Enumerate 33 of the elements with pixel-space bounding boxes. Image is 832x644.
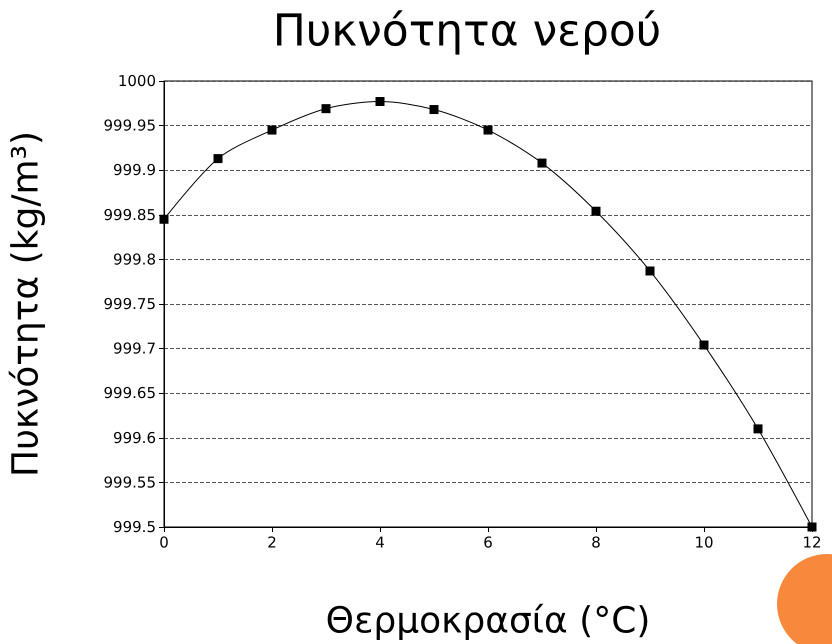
point xyxy=(376,97,384,106)
x-tick-label: 8 xyxy=(591,534,601,552)
point xyxy=(430,105,438,114)
y-tick-label: 999.65 xyxy=(104,384,156,402)
x-tick-label: 12 xyxy=(802,534,822,552)
y-tick-label: 999.6 xyxy=(113,428,156,447)
x-tick-label: 10 xyxy=(694,534,714,552)
y-tick-label: 999.7 xyxy=(113,340,156,358)
point xyxy=(322,104,330,114)
point xyxy=(592,206,600,216)
x-tick-label: 6 xyxy=(483,534,493,552)
point xyxy=(538,158,546,168)
chart-title: Πυκνότητα νερού xyxy=(272,6,662,56)
point xyxy=(700,340,708,350)
x-tick-label: 0 xyxy=(159,534,169,552)
x-tick-label: 4 xyxy=(375,534,385,552)
y-tick-label: 999.9 xyxy=(113,161,156,180)
point xyxy=(160,214,168,224)
point xyxy=(484,126,492,135)
point xyxy=(214,154,222,164)
y-tick-label: 999.75 xyxy=(104,295,156,313)
point xyxy=(646,266,654,276)
y-tick-label: 999.5 xyxy=(113,518,156,536)
y-tick-label: 999.8 xyxy=(113,250,156,268)
x-tick-label: 2 xyxy=(267,534,277,552)
x-axis-title: Θερμοκρασία (°C) xyxy=(326,600,650,642)
point xyxy=(754,424,762,434)
y-axis-title: Πυκνότητα (kg/m³) xyxy=(6,130,46,478)
y-tick-label: 999.85 xyxy=(104,206,156,224)
y-tick-label: 999.95 xyxy=(104,116,156,135)
y-tick-label: 999.55 xyxy=(104,473,156,492)
y-tick-label: 1000 xyxy=(118,72,156,90)
point xyxy=(268,126,276,135)
